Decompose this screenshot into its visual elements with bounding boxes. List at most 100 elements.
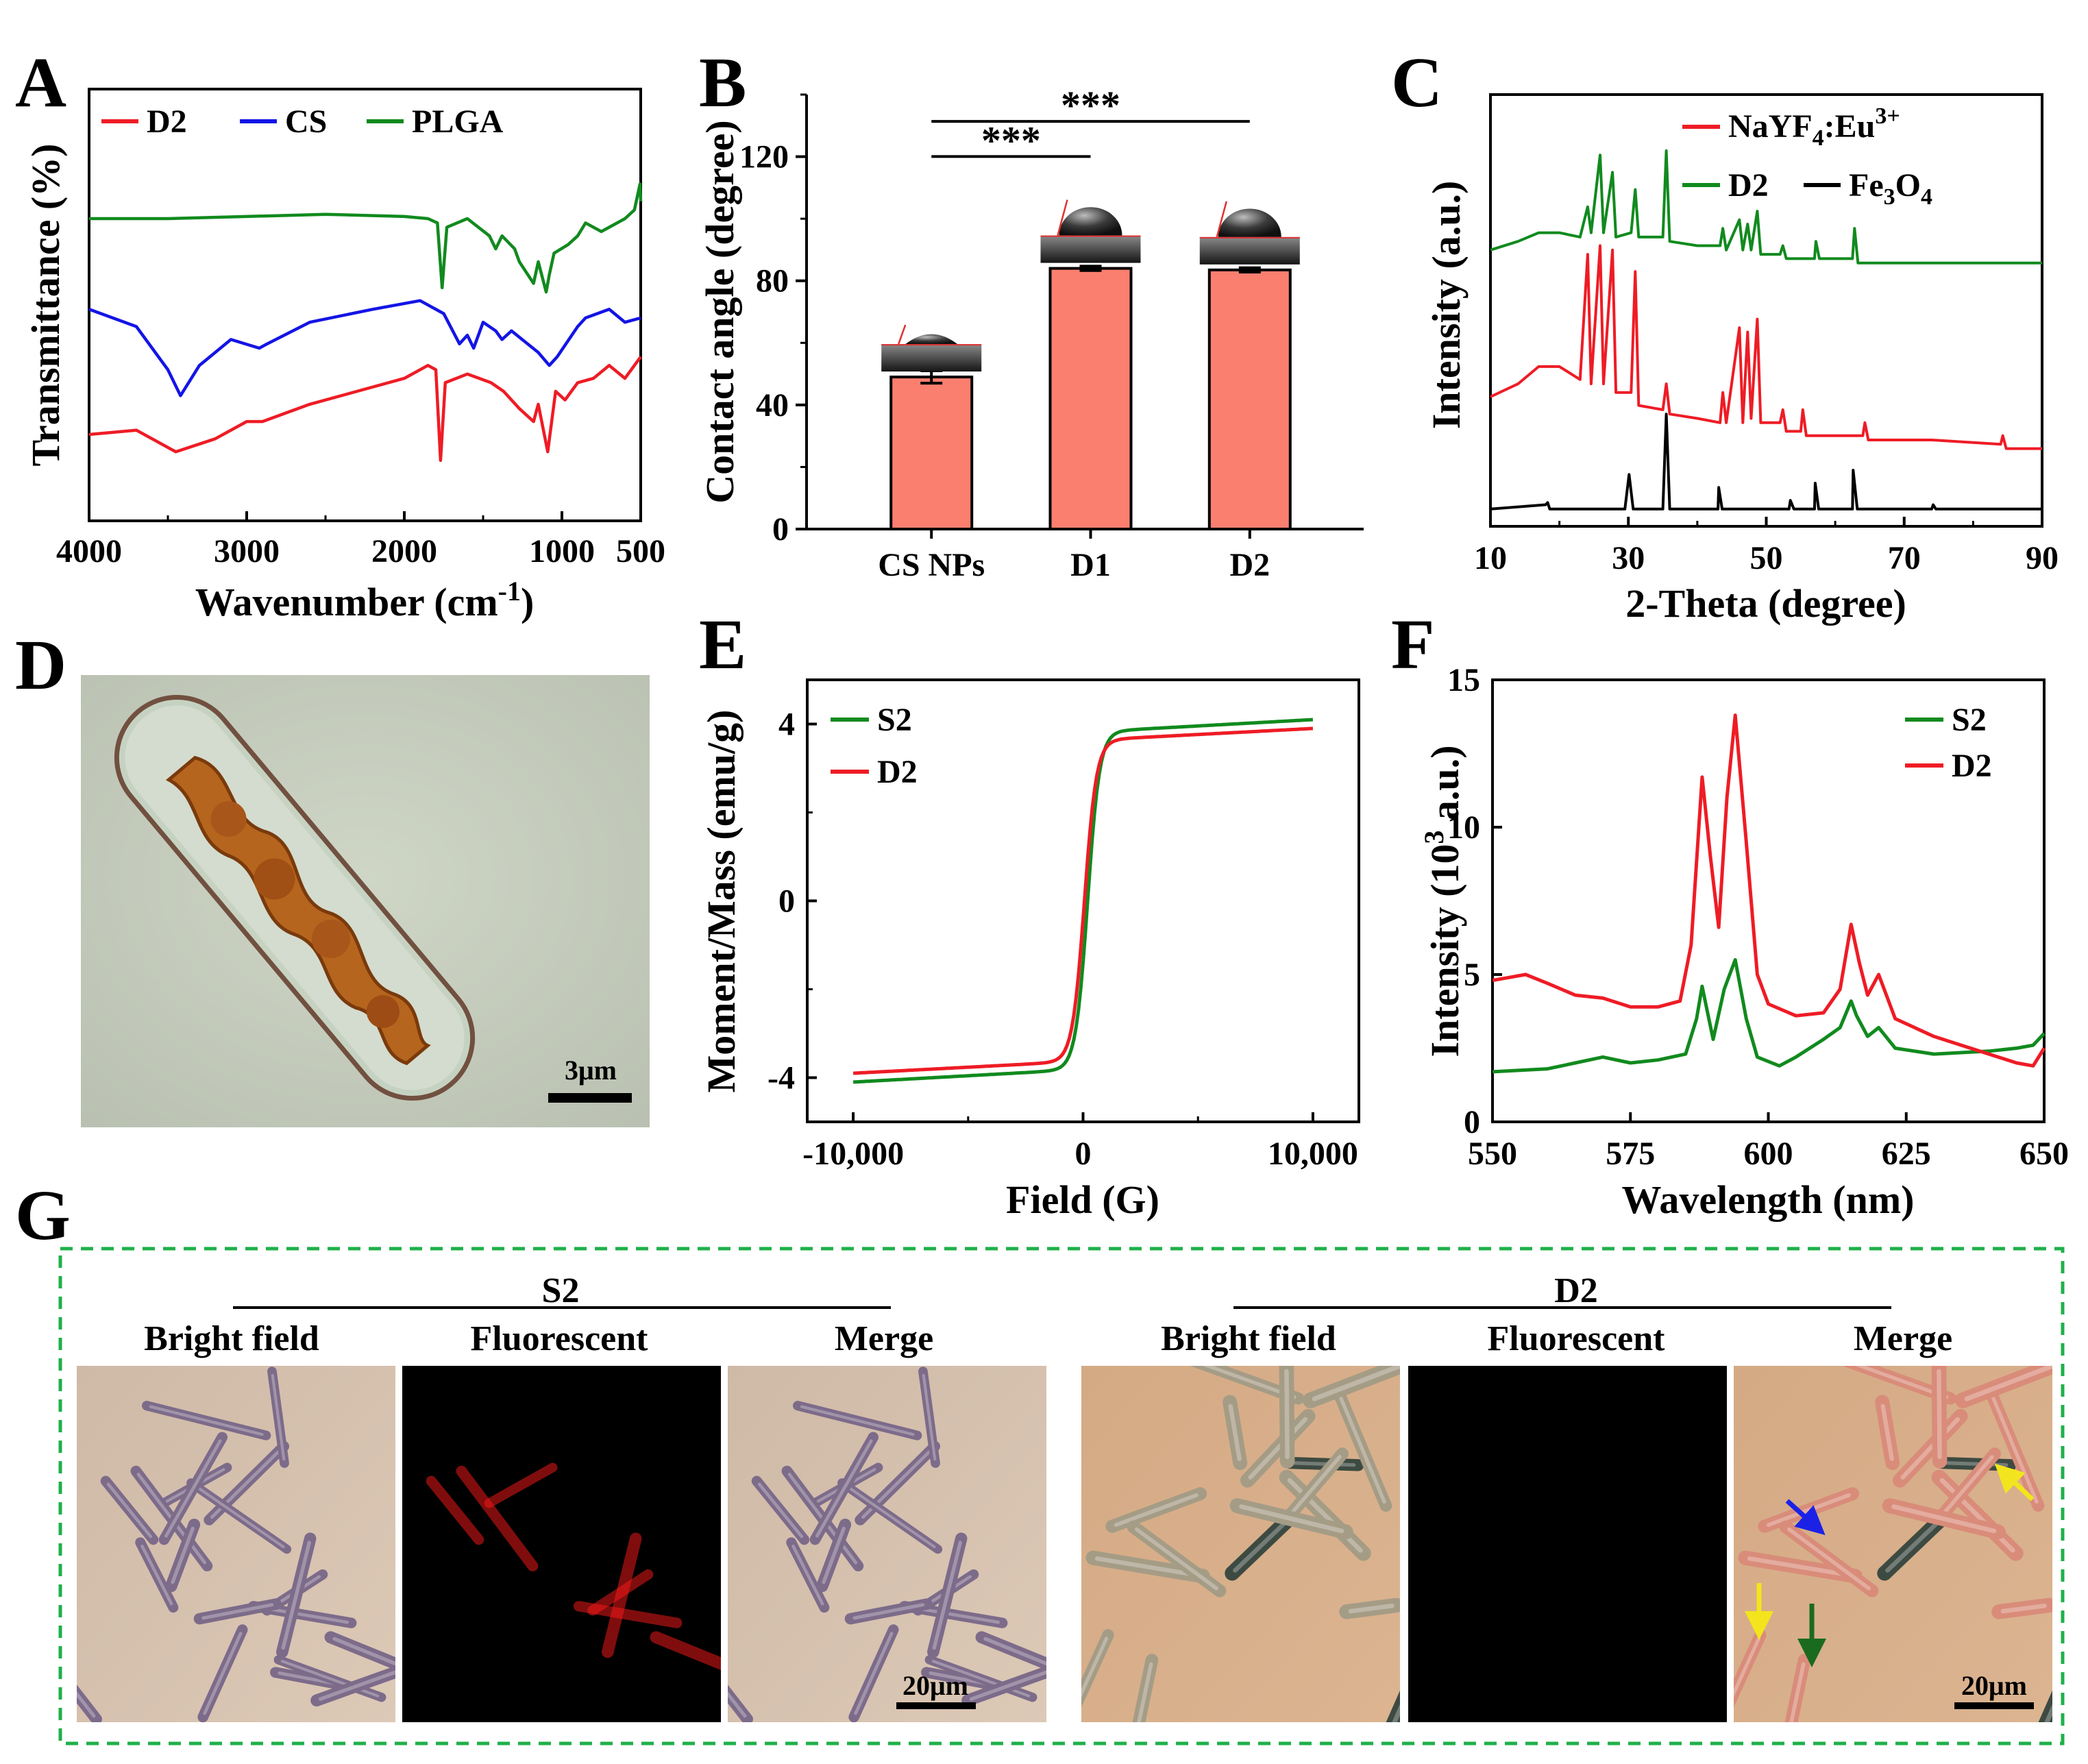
cell-rod	[793, 1401, 922, 1441]
cell-rod	[1985, 1387, 2045, 1512]
cell-rod	[1229, 1498, 1353, 1540]
x-tick-label: 2000	[371, 533, 437, 569]
cell-rod	[786, 1537, 830, 1613]
cell-rod	[1432, 1487, 1534, 1533]
x-tick-label: 4000	[56, 533, 122, 569]
legend-label-d2: D2	[1952, 748, 1992, 784]
group-label-d2: D2	[1554, 1271, 1598, 1310]
cell-rod	[1451, 1654, 1486, 1722]
legend-label-d2: D2	[877, 754, 918, 790]
s2-col-bright: Bright field	[144, 1319, 319, 1358]
panel-e-letter: E	[699, 605, 746, 684]
cell-rod	[975, 1631, 1046, 1676]
cell-rod	[1892, 1408, 1968, 1488]
cell-rod	[186, 1478, 292, 1554]
legend-label-s2: S2	[1952, 702, 1987, 738]
micrograph-bright-s2	[77, 1366, 395, 1722]
cell-rod	[276, 1532, 317, 1658]
cell-rod	[1240, 1408, 1316, 1488]
panel-c-legend: NaYF4:Eu3+ D2 Fe3O4	[1682, 103, 1932, 210]
panel-g-images	[77, 1366, 2052, 1722]
y-tick-label: 10	[1447, 809, 1480, 846]
y-tick-label: 120	[739, 139, 789, 175]
cell-highlight	[800, 1405, 915, 1436]
cell-highlight	[201, 1603, 274, 1620]
cell-highlight	[983, 1637, 1046, 1671]
cell-highlight	[1233, 1520, 1288, 1573]
cell-highlight	[822, 1526, 846, 1584]
panel-e-legend: S2 D2	[831, 702, 918, 790]
cell-rod	[1875, 1395, 1900, 1471]
micrograph-merge-d2	[1734, 1366, 2052, 1722]
y-tick-label: 5	[1464, 957, 1480, 993]
cell-highlight	[1114, 1493, 1199, 1528]
x-category-label: D2	[1229, 547, 1270, 583]
x-tick-label: 70	[1888, 540, 1921, 576]
droplet-image	[881, 324, 982, 372]
cell-rod	[2015, 1657, 2052, 1722]
cell-highlight	[922, 1373, 937, 1461]
cell-rod	[751, 1475, 810, 1545]
group-label-s2: S2	[542, 1271, 580, 1310]
cell-highlight	[844, 1484, 936, 1549]
panel-e-xlabel: Field (G)	[1006, 1177, 1159, 1222]
cell-rod	[142, 1401, 271, 1441]
cell-highlight	[1734, 1637, 1761, 1722]
cell-rod	[1606, 1469, 1698, 1561]
panel-a-legend: D2 CS PLGA	[101, 103, 504, 140]
angle-marker	[1057, 199, 1068, 236]
cell-rod	[1556, 1498, 1680, 1540]
cell-highlight	[106, 1482, 153, 1539]
x-tick-label: 600	[1744, 1136, 1793, 1172]
cell-rod	[848, 1624, 899, 1722]
x-tick-label: 90	[2026, 540, 2059, 576]
cell-highlight	[1239, 1504, 1344, 1534]
cell-highlight	[1836, 1366, 1949, 1399]
panel-f-series	[1492, 713, 2046, 1074]
cell-highlight	[318, 1661, 395, 1701]
panel-a: A 4000 3000 2000 1000 500 D2 CS PLGA Wavenum…	[15, 43, 665, 624]
cell-highlight	[332, 1637, 395, 1671]
cell-rod	[100, 1475, 159, 1545]
micrograph: 3μm	[81, 675, 650, 1127]
y-tick-label: 40	[756, 387, 789, 424]
x-tick-label: 3000	[214, 533, 280, 569]
panel-e-series	[852, 718, 1313, 1084]
panel-e-ylabel: Moment/Mass (emu/g)	[699, 710, 744, 1093]
x-tick-label: 10,000	[1268, 1136, 1358, 1172]
cell-rod	[1954, 1366, 2052, 1408]
cell-highlight	[149, 1405, 264, 1436]
bar-d2	[1207, 268, 1292, 530]
panel-d-scale-bar	[548, 1093, 632, 1103]
cell-rod	[1935, 1447, 2001, 1523]
x-tick-label: 650	[2019, 1136, 2069, 1172]
cell-highlight	[932, 1541, 962, 1650]
y-tick-label: -4	[767, 1060, 795, 1097]
panel-a-ylabel: Transmittance (%)	[23, 144, 68, 467]
cell-highlight	[1991, 1395, 2039, 1504]
cell-highlight	[193, 1484, 285, 1549]
d2-col-merge: Merge	[1854, 1319, 1952, 1358]
cell-highlight	[1348, 1603, 1395, 1614]
cell-rod	[310, 1656, 395, 1706]
cell-rod	[267, 1367, 289, 1468]
panel-a-frame	[88, 88, 642, 522]
x-tick-label: 575	[1606, 1136, 1655, 1172]
panel-f-ticks: 550 575 600 625 650 0 5 10 15	[1447, 662, 2069, 1172]
cell-rod	[1551, 1512, 1623, 1581]
legend-label-d2: D2	[1728, 167, 1769, 204]
series-line-d2	[1490, 149, 2042, 265]
legend-label-d2: D2	[147, 103, 187, 140]
cell-highlight	[1284, 1369, 1290, 1460]
panel-f-legend: S2 D2	[1905, 702, 1992, 784]
x-tick-label: 10	[1474, 540, 1507, 576]
cell-rod	[1567, 1408, 1643, 1488]
particle-cluster	[210, 801, 247, 837]
panel-b-significance: *** ***	[931, 83, 1250, 162]
particle-cluster	[366, 995, 400, 1029]
s2-scale-label: 20μm	[902, 1670, 968, 1701]
cell-rod	[158, 1432, 228, 1545]
yellow-arrow	[1994, 1463, 2035, 1502]
cell-highlight	[171, 1526, 195, 1584]
panel-b-letter: B	[699, 43, 746, 122]
